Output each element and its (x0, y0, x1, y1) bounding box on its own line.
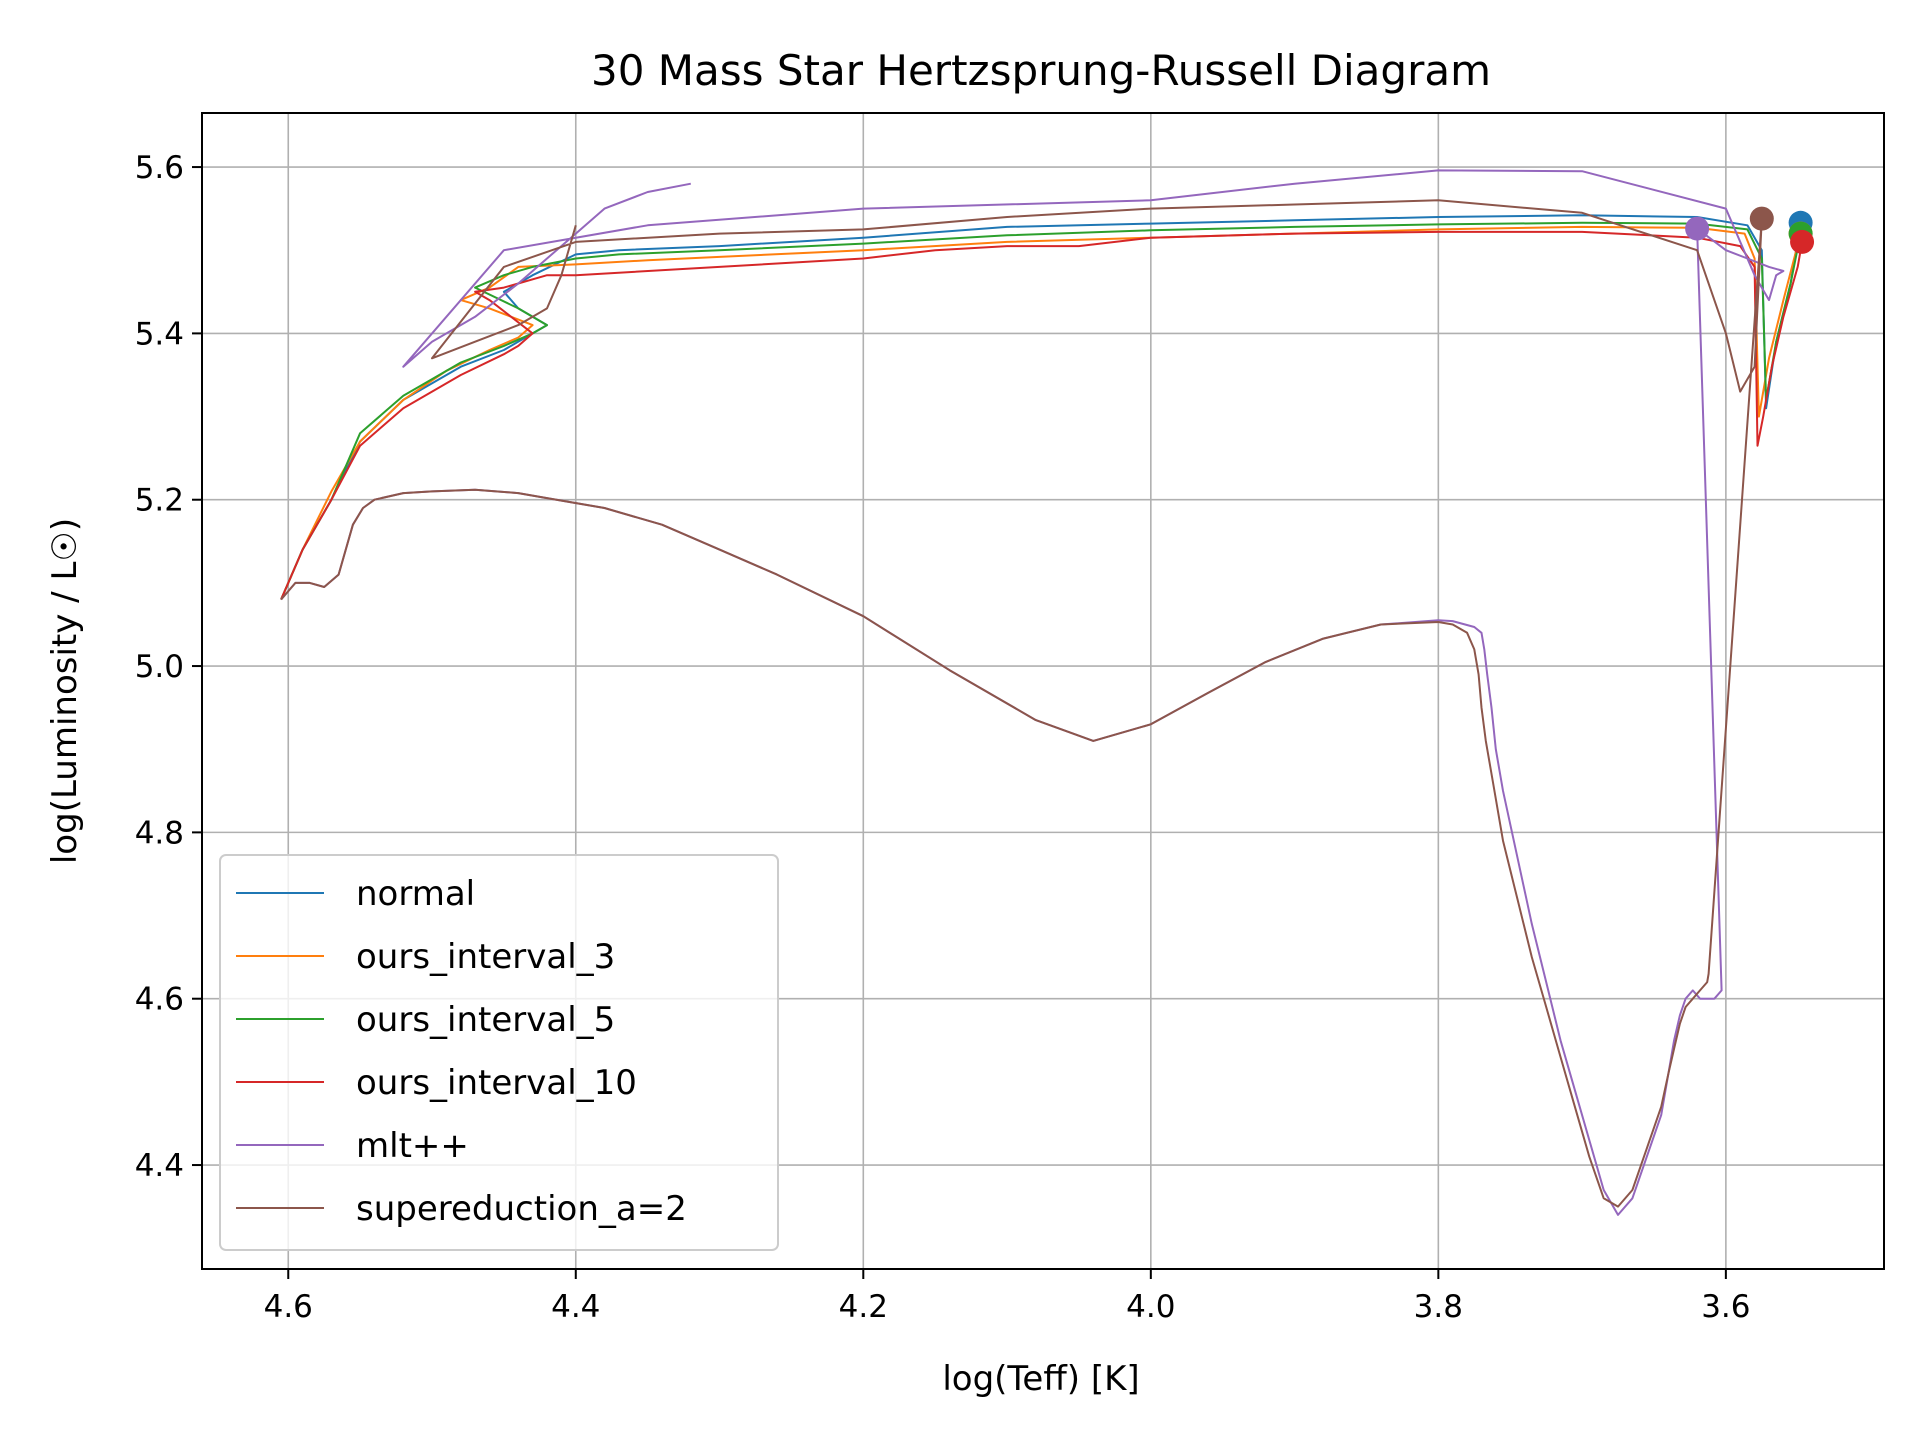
legend-label-2: ours_interval_5 (356, 1000, 615, 1040)
y-tick-label: 4.6 (135, 982, 184, 1018)
x-tick-label: 3.8 (1414, 1289, 1463, 1325)
x-tick-label: 3.6 (1701, 1289, 1750, 1325)
y-tick-label: 4.4 (135, 1148, 184, 1184)
y-tick-label: 5.6 (135, 150, 184, 186)
legend-label-5: supereduction_a=2 (356, 1189, 687, 1229)
series-endpoint-4 (1685, 216, 1710, 241)
x-tick-label: 4.0 (1126, 1289, 1175, 1325)
y-tick-label: 5.4 (135, 316, 184, 352)
legend-box (219, 854, 779, 1251)
legend: normal ours_interval_3 ours_interval_5ours… (219, 854, 779, 1251)
grid (202, 113, 1884, 1269)
legend-label-0: normal (356, 874, 475, 914)
axes-frame (201, 112, 1885, 1270)
series-endpoint-5 (1749, 206, 1774, 231)
y-tick-label: 5.2 (135, 483, 184, 519)
y-tick-label: 4.8 (135, 815, 184, 851)
x-tick-label: 4.6 (264, 1289, 313, 1325)
x-tick-label: 4.2 (839, 1289, 888, 1325)
series-line-0 (280, 214, 1802, 600)
series-line-1 (280, 225, 1802, 600)
axis-ticks: 4.6 4.4 4.2 4.0 3.8 3.6 4.4 4.6 4.8 5.0 5.2 5.4 5.6 (135, 150, 1751, 1325)
series-endpoint-3 (1790, 229, 1815, 254)
x-tick-label: 4.4 (551, 1289, 600, 1325)
legend-label-1: ours_interval_3 (356, 937, 615, 977)
y-axis-label: log(Luminosity / L☉) (45, 518, 85, 864)
y-tick-label: 5.0 (135, 649, 184, 685)
legend-label-3: ours_interval_10 (356, 1063, 637, 1103)
chart-title: 30 Mass Star Hertzsprung-Russell Diagram (591, 46, 1491, 95)
legend-label-4: mlt++ (356, 1126, 469, 1166)
series-line-5 (280, 199, 1763, 1208)
series-line-3 (280, 230, 1804, 600)
plot-area (280, 169, 1815, 1216)
x-axis-label: log(Teff) [K] (942, 1359, 1139, 1399)
series-line-2 (280, 221, 1802, 600)
